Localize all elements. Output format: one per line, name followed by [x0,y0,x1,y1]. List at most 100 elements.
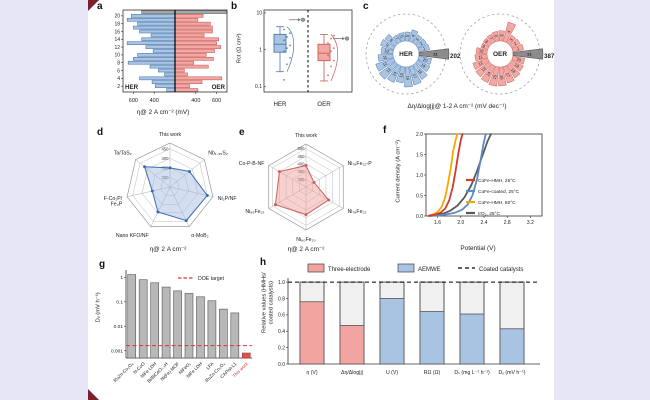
y-tick-label: 14 [114,37,120,43]
polar-bar [472,57,490,70]
polar-bar-number: 21 [527,51,532,56]
polar-bar-number: 5 [499,33,504,36]
data-point [283,39,285,42]
outer-grid-ring [126,142,214,227]
polar-bar-number: 14 [391,70,398,77]
x-tick-label: 400 [191,98,200,104]
spoke [135,159,171,188]
polar-bar [408,29,419,43]
y-tick-label: 0.5 [416,193,423,199]
panel-e-caption: η@ 2 A cm⁻² [287,246,325,253]
polar-bar-number: 19 [514,62,521,69]
x-category-label: LFA [205,361,215,371]
y-tick-label: 1.0 [416,173,423,179]
x-tick-label: 1.6 [434,220,441,226]
y-tick-label: 20 [114,14,120,20]
polar-bar-number: 11 [478,54,484,60]
polar-bar-number: 14 [485,70,492,77]
x-category-label: RΩ (Ω) [424,370,441,376]
polar-bar [386,64,402,83]
radial-tick-label: 450 [298,154,306,159]
catalyst-bar [196,296,205,359]
value-marker [273,203,277,207]
polar-bar [378,61,398,80]
spoke [305,186,344,209]
her-bar [166,88,176,92]
polar-bar-number: 6 [493,34,499,38]
radial-tick-label: 400 [162,156,170,161]
polar-bar [488,65,499,87]
polar-bar [377,54,394,62]
radial-tick-label: 400 [298,162,306,167]
data-point [286,63,288,66]
relative-value-bar [299,301,325,365]
radar-axis-label: Ni₇₈Fe₂₂ [348,209,367,215]
polar-center-label: OER [493,51,507,58]
relative-value-bar [419,311,445,365]
x-category-label: Δη/Δlog|j| [341,370,363,376]
radar-axis-label: This work [159,132,182,138]
value-marker [304,164,308,167]
polar-bar-number: 7 [488,36,494,41]
polar-bar-number: 15 [492,74,498,80]
her-bar [154,84,176,88]
series-line [428,133,487,217]
radar-axis-label: α-MoB₂ [191,233,208,239]
her-bar [141,10,176,14]
legend-label-aemwe: AEMWE [418,267,441,273]
corner-fold-bottom-icon [88,389,99,400]
polar-bar-number: 16 [405,76,410,82]
oer-bar [174,25,213,30]
series-line [428,133,459,217]
oer-bar [174,49,215,53]
violin-outline [330,34,339,82]
polar-bar [498,66,507,87]
oer-bar [174,21,211,26]
panel-h-label: h [260,257,267,268]
y-tick-label: 18 [114,21,120,27]
polar-bar-number: 12 [382,61,389,68]
her-bar [126,41,176,45]
polar-bar [491,31,499,43]
polar-bar-number: 7 [394,36,400,41]
her-bar [139,76,176,81]
value-polygon [143,166,208,222]
y-tick-label: 0.2 [278,345,285,351]
legend-label-coated: Coated catalysts [479,267,523,273]
polar-bar [412,62,428,80]
oer-bar [174,64,209,69]
radial-tick-label: 450 [162,146,170,151]
polar-bar [506,62,521,79]
oer-bar [174,33,205,38]
y-tick-label: 0.1 [116,300,123,306]
group-label: HER [273,101,287,108]
polar-bar-number: 16 [499,75,504,81]
radial-tick-label: 300 [162,175,170,180]
polar-bar [418,48,450,60]
panel-e-radar-chart: 500 450 400 350 300 This work Ni₇₈Fe₂₂-P Ni₇₈Fe… [239,133,373,243]
reference-point [300,17,306,22]
catalyst-bar [241,352,251,359]
y-tick-label: 8 [117,61,120,67]
polar-bar [417,55,432,65]
polar-bar-number: 15 [398,72,404,78]
polar-bar-number: 18 [417,68,424,75]
her-bar [145,45,176,49]
y-tick-label: 2 [117,84,120,90]
data-point [333,59,335,62]
polar-bar [480,42,490,51]
y-tick-label: 4 [117,76,120,82]
polar-bar [475,61,492,78]
y-tick-label: 0.001 [111,348,123,354]
radar-axis-label: Ni₂P/NF [218,196,237,202]
radar-axis-label: Ni₇₈Fe₂₂-P [348,161,373,167]
spoke [268,165,307,188]
radar-axis-label: Ta/TaS₂ [114,150,132,156]
reference-arrowhead [298,18,301,22]
grid-ring [151,167,189,205]
oer-bar [174,88,199,92]
polar-bar [482,37,492,47]
oer-bar [174,80,203,85]
polar-bar-number: 3 [415,37,421,42]
